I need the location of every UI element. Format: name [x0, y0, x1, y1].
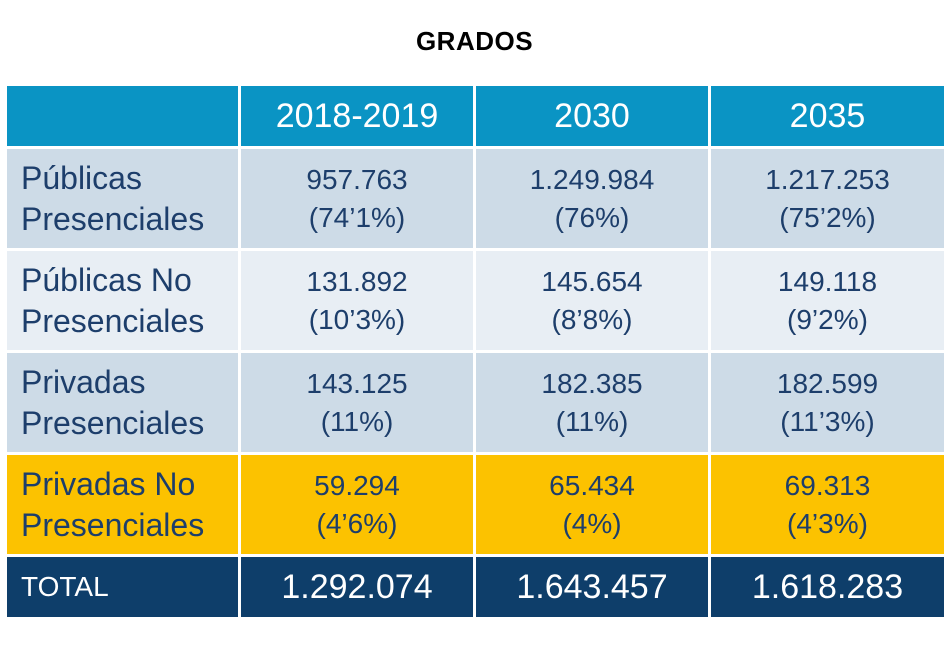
total-row: TOTAL 1.292.074 1.643.457 1.618.283 — [4, 554, 947, 620]
total-value-2030: 1.643.457 — [473, 554, 711, 620]
table-title: GRADOS — [415, 26, 534, 56]
value-number: 65.434 — [549, 469, 635, 501]
value-percent: (11’3%) — [780, 405, 875, 437]
row-label-line1: Públicas — [21, 159, 142, 196]
table-row-privadas-presenciales: Privadas Presenciales 143.125 (11%) 182.… — [4, 350, 947, 455]
value-percent: (9’2%) — [787, 303, 868, 335]
row-label-line2: Presenciales — [21, 506, 205, 543]
value-number: 149.118 — [777, 265, 878, 297]
value-cell: 69.313 (4’3%) — [708, 452, 947, 557]
table-row-publicas-presenciales: Públicas Presenciales 957.763 (74’1%) 1.… — [4, 146, 947, 251]
value-number: 182.385 — [541, 367, 643, 399]
value-number: 69.313 — [784, 469, 871, 501]
row-label: Públicas No Presenciales — [4, 248, 241, 353]
total-label: TOTAL — [4, 554, 241, 620]
row-label-line1: Privadas No — [21, 465, 196, 502]
value-cell: 59.294 (4’6%) — [238, 452, 476, 557]
row-label-line2: Presenciales — [21, 200, 205, 237]
header-2030: 2030 — [473, 83, 711, 149]
header-2035: 2035 — [708, 83, 947, 149]
value-percent: (4’3%) — [787, 507, 868, 539]
total-value-2035: 1.618.283 — [708, 554, 947, 620]
value-number: 59.294 — [314, 469, 400, 501]
value-percent: (75’2%) — [779, 201, 876, 233]
value-cell: 1.217.253 (75’2%) — [708, 146, 947, 251]
value-percent: (4%) — [562, 507, 622, 539]
row-label-line2: Presenciales — [21, 404, 205, 441]
value-number: 145.654 — [541, 265, 643, 297]
table-row-publicas-no-presenciales: Públicas No Presenciales 131.892 (10’3%)… — [4, 248, 947, 353]
table-row-privadas-no-presenciales: Privadas No Presenciales 59.294 (4’6%) 6… — [4, 452, 947, 557]
row-label-line2: Presenciales — [21, 302, 205, 339]
value-number: 957.763 — [306, 163, 408, 195]
row-label-line1: Privadas — [21, 363, 146, 400]
row-label: Públicas Presenciales — [4, 146, 241, 251]
value-number: 182.599 — [776, 367, 879, 399]
value-percent: (8’8%) — [551, 303, 633, 335]
total-value-2018-2019: 1.292.074 — [238, 554, 476, 620]
row-label-line1: Públicas No — [21, 261, 192, 298]
header-2018-2019: 2018-2019 — [238, 83, 476, 149]
value-cell: 957.763 (74’1%) — [238, 146, 476, 251]
value-cell: 143.125 (11%) — [238, 350, 476, 455]
value-cell: 182.599 (11’3%) — [708, 350, 947, 455]
value-cell: 65.434 (4%) — [473, 452, 711, 557]
grados-table: 2018-2019 2030 2035 Públicas Presenciale… — [4, 83, 947, 620]
value-number: 1.249.984 — [529, 163, 655, 195]
header-corner-cell — [4, 83, 241, 149]
value-number: 143.125 — [306, 367, 408, 399]
value-percent: (74’1%) — [308, 201, 406, 233]
value-percent: (76%) — [554, 201, 630, 233]
row-label: Privadas Presenciales — [4, 350, 241, 455]
value-percent: (10’3%) — [308, 303, 406, 335]
value-percent: (4’6%) — [316, 507, 398, 539]
value-number: 1.217.253 — [765, 163, 890, 195]
value-cell: 1.249.984 (76%) — [473, 146, 711, 251]
value-percent: (11%) — [555, 405, 629, 437]
value-cell: 182.385 (11%) — [473, 350, 711, 455]
value-cell: 145.654 (8’8%) — [473, 248, 711, 353]
value-percent: (11%) — [320, 405, 394, 437]
header-row: 2018-2019 2030 2035 — [4, 83, 947, 149]
value-cell: 131.892 (10’3%) — [238, 248, 476, 353]
value-cell: 149.118 (9’2%) — [708, 248, 947, 353]
row-label: Privadas No Presenciales — [4, 452, 241, 557]
value-number: 131.892 — [306, 265, 408, 297]
